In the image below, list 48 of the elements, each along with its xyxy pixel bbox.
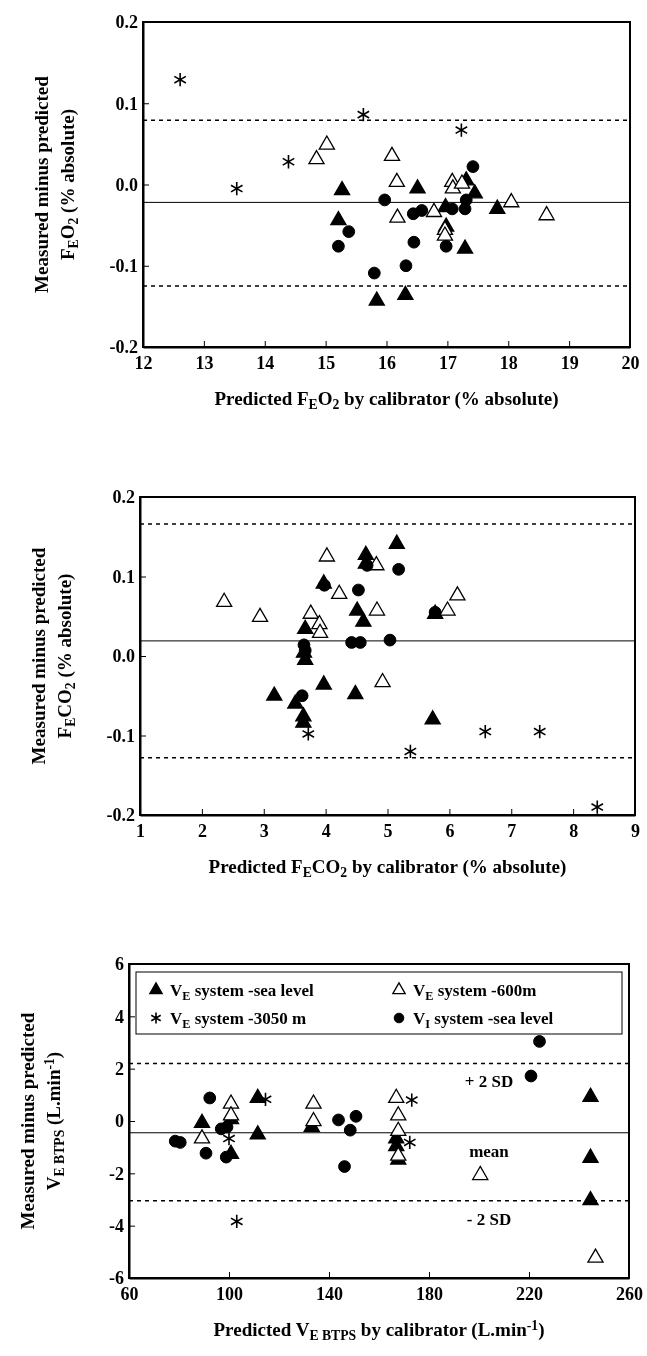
y-tick-label: -2 bbox=[109, 1163, 124, 1184]
x-tick-label: 19 bbox=[560, 352, 579, 373]
y-tick-label: 0.1 bbox=[112, 566, 135, 587]
x-tick-label: 2 bbox=[197, 820, 207, 841]
y-tick-label: 4 bbox=[115, 1006, 124, 1027]
legend-label: V$_{E}$ system -600m bbox=[413, 981, 537, 1003]
x-axis-title: Predicted F$_{E}$CO$_{2}$ by calibrator (% absolute) bbox=[208, 856, 567, 881]
legend-label: V$_{E}$ system -sea level bbox=[170, 981, 314, 1003]
y-tick-label: -0.2 bbox=[106, 805, 135, 826]
y-tick-label: -0.1 bbox=[106, 725, 135, 746]
x-axis-title: Predicted V$_{E BTPS}$ by calibrator (L.min$^{-1}$) bbox=[213, 1318, 545, 1344]
y-tick-label: 0.1 bbox=[115, 93, 138, 114]
x-axis-title: Predicted F$_{E}$O$_{2}$ by calibrator (% absolute) bbox=[214, 388, 559, 413]
x-tick-label: 3 bbox=[259, 820, 269, 841]
y-tick-label: -4 bbox=[109, 1215, 124, 1236]
x-tick-label: 1 bbox=[136, 820, 145, 841]
y-tick-label: -0.1 bbox=[109, 256, 138, 277]
ref-line-label: - 2 SD bbox=[466, 1209, 512, 1229]
x-tick-label: 60 bbox=[120, 1283, 139, 1304]
y-tick-label: 0 bbox=[115, 1111, 124, 1132]
x-tick-label: 180 bbox=[416, 1283, 443, 1304]
x-tick-label: 9 bbox=[631, 820, 640, 841]
x-tick-label: 15 bbox=[317, 352, 336, 373]
y-tick-label: 0.2 bbox=[112, 487, 135, 508]
x-tick-label: 6 bbox=[445, 820, 455, 841]
x-tick-label: 13 bbox=[195, 352, 214, 373]
legend-label: V$_{E}$ system -3050 m bbox=[170, 1009, 307, 1031]
y-tick-label: 0.2 bbox=[115, 12, 138, 33]
y-tick-label: 2 bbox=[115, 1058, 124, 1079]
legend-label: V$_{I}$ system -sea level bbox=[413, 1009, 554, 1031]
ref-line-label: mean bbox=[469, 1141, 510, 1161]
x-tick-label: 17 bbox=[438, 352, 457, 373]
x-tick-label: 8 bbox=[569, 820, 579, 841]
x-tick-label: 220 bbox=[516, 1283, 543, 1304]
x-tick-label: 14 bbox=[256, 352, 275, 373]
x-tick-label: 140 bbox=[316, 1283, 343, 1304]
x-tick-label: 16 bbox=[378, 352, 396, 373]
x-tick-label: 260 bbox=[616, 1283, 643, 1304]
y-tick-label: 0.0 bbox=[112, 646, 135, 667]
x-tick-label: 7 bbox=[507, 820, 517, 841]
y-tick-label: 0.0 bbox=[115, 174, 138, 195]
x-tick-label: 100 bbox=[216, 1283, 243, 1304]
x-tick-label: 5 bbox=[383, 820, 393, 841]
ref-line-label: + 2 SD bbox=[464, 1072, 514, 1092]
x-tick-label: 18 bbox=[499, 352, 518, 373]
x-tick-label: 4 bbox=[321, 820, 331, 841]
x-tick-label: 20 bbox=[621, 352, 640, 373]
y-tick-label: 6 bbox=[115, 954, 124, 975]
